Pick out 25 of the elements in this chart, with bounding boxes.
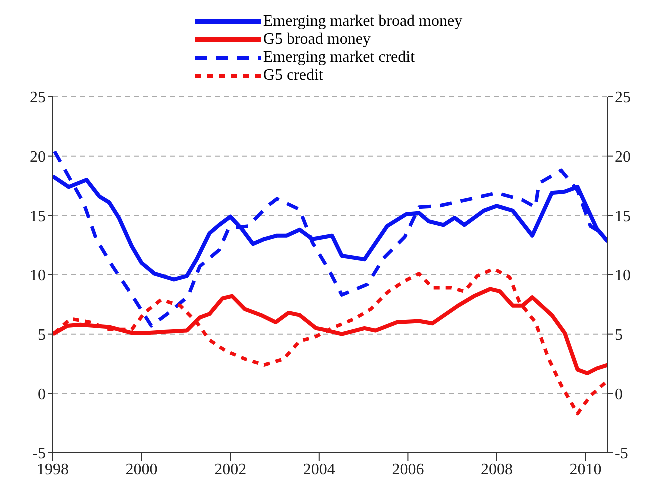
y2-tick-label: 15 [615, 208, 631, 226]
y2-tick-label: 20 [615, 149, 631, 166]
x-tick-label: 2008 [481, 461, 513, 478]
legend-label: Emerging market broad money [263, 13, 463, 31]
y-tick-label: 20 [30, 149, 46, 166]
y2-tick-label: 0 [615, 386, 623, 404]
x-tick-label: 2002 [214, 461, 247, 478]
x-tick-label: 1998 [37, 461, 69, 478]
x-tick-label: 2000 [126, 461, 158, 478]
legend-label: G5 broad money [263, 31, 371, 49]
y-tick-label: 5 [38, 327, 46, 344]
y2-tick-label: 10 [615, 268, 631, 285]
x-tick-label: 2004 [303, 461, 336, 478]
y-tick-label: 25 [30, 90, 46, 107]
legend-label: Emerging market credit [263, 49, 416, 67]
y2-tick-label: 5 [615, 327, 623, 344]
x-tick-label: 2006 [392, 461, 424, 478]
y2-tick-label: -5 [615, 446, 628, 463]
legend-label: G5 credit [263, 67, 324, 85]
y-tick-label: 15 [30, 208, 46, 226]
y-tick-label: -5 [32, 446, 46, 463]
x-tick-label: 2010 [570, 461, 602, 478]
y2-tick-label: 25 [615, 90, 631, 107]
y-tick-label: 0 [38, 386, 46, 404]
y-tick-label: 10 [30, 268, 46, 285]
